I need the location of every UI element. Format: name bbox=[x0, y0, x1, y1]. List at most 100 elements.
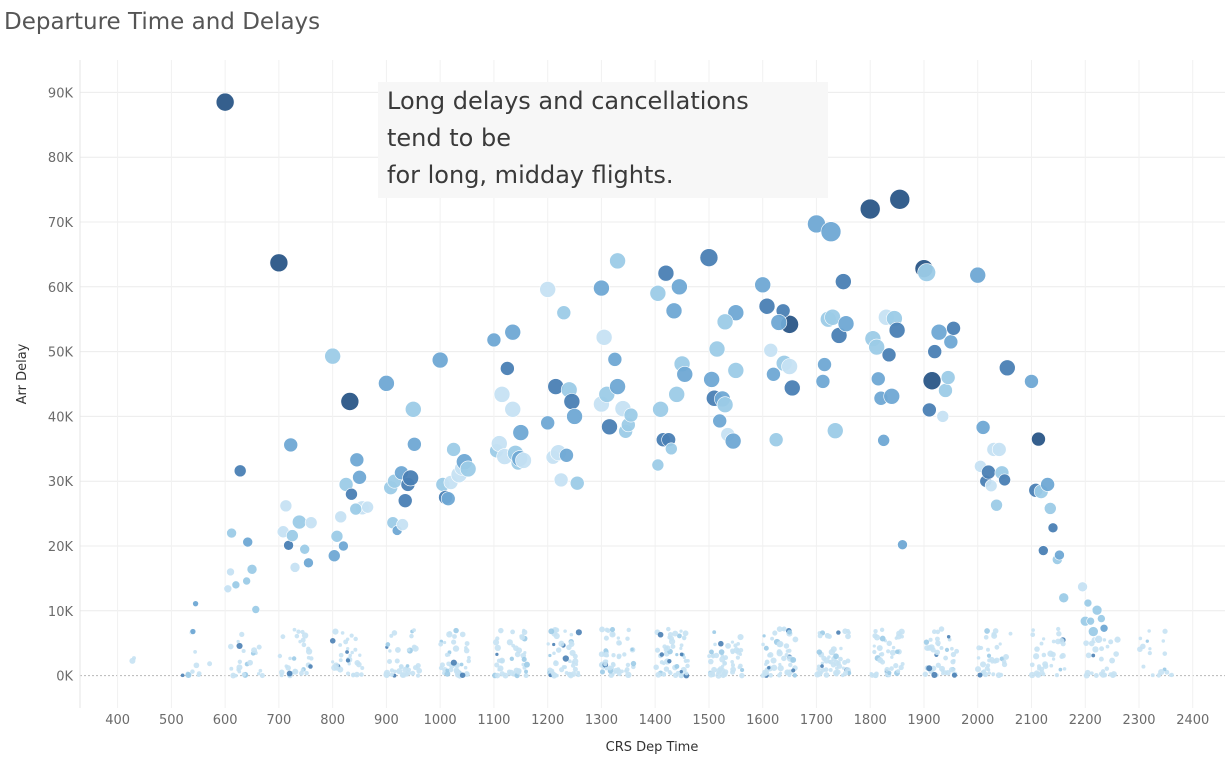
data-point bbox=[279, 499, 293, 513]
minor-point bbox=[572, 666, 578, 672]
minor-point bbox=[778, 662, 782, 667]
minor-point bbox=[459, 662, 464, 667]
data-point bbox=[770, 314, 788, 331]
minor-point bbox=[415, 673, 421, 678]
minor-point bbox=[571, 660, 575, 665]
minor-point bbox=[730, 648, 735, 654]
minor-point bbox=[730, 660, 734, 664]
x-tick-label: 2200 bbox=[1069, 713, 1102, 728]
minor-point bbox=[306, 655, 311, 660]
minor-point bbox=[874, 671, 879, 677]
minor-point bbox=[781, 655, 787, 662]
minor-point bbox=[564, 671, 569, 675]
minor-point bbox=[558, 640, 565, 647]
minor-point bbox=[984, 628, 990, 634]
minor-point bbox=[301, 632, 309, 639]
y-axis-title: Arr Delay bbox=[15, 343, 30, 404]
minor-point bbox=[718, 649, 725, 655]
minor-point bbox=[1093, 673, 1099, 678]
minor-point bbox=[991, 672, 996, 677]
minor-point bbox=[709, 649, 714, 655]
minor-point bbox=[880, 659, 886, 665]
minor-point bbox=[611, 653, 616, 658]
minor-point bbox=[823, 657, 830, 664]
minor-point bbox=[459, 631, 466, 638]
minor-point bbox=[1042, 663, 1049, 669]
minor-point bbox=[338, 652, 344, 658]
minor-point bbox=[820, 661, 825, 665]
minor-point bbox=[345, 637, 350, 641]
minor-point bbox=[502, 672, 509, 679]
data-point bbox=[512, 424, 530, 441]
minor-point bbox=[672, 630, 679, 637]
minor-point bbox=[616, 653, 622, 659]
data-point bbox=[835, 273, 852, 290]
data-point bbox=[1087, 626, 1099, 637]
minor-point bbox=[563, 629, 567, 633]
minor-point bbox=[513, 667, 520, 674]
minor-point bbox=[1110, 671, 1117, 678]
minor-point bbox=[251, 647, 258, 654]
minor-point bbox=[816, 664, 821, 669]
data-point bbox=[1047, 522, 1059, 534]
minor-point bbox=[448, 631, 452, 635]
data-point bbox=[251, 605, 261, 614]
data-points bbox=[129, 92, 1174, 679]
x-tick-label: 1300 bbox=[585, 713, 618, 728]
minor-point bbox=[239, 631, 245, 637]
data-point bbox=[303, 557, 314, 569]
minor-point bbox=[552, 671, 556, 675]
minor-point bbox=[514, 651, 521, 658]
x-tick-label: 1700 bbox=[800, 713, 833, 728]
data-point bbox=[292, 514, 307, 530]
minor-point bbox=[1029, 671, 1036, 679]
minor-point bbox=[338, 658, 343, 663]
minor-point bbox=[552, 642, 556, 647]
minor-point bbox=[609, 627, 616, 633]
minor-point bbox=[711, 671, 716, 676]
minor-point bbox=[345, 650, 349, 654]
minor-point bbox=[1109, 657, 1116, 664]
minor-point bbox=[280, 634, 286, 640]
data-point bbox=[593, 279, 610, 297]
data-point bbox=[889, 189, 911, 210]
minor-point bbox=[939, 645, 944, 650]
x-tick-label: 1500 bbox=[692, 713, 725, 728]
x-tick-label: 400 bbox=[105, 713, 130, 728]
data-point bbox=[493, 386, 511, 403]
minor-point bbox=[459, 672, 466, 678]
minor-point bbox=[991, 632, 998, 639]
data-point bbox=[349, 452, 365, 468]
minor-point bbox=[895, 633, 902, 640]
minor-point bbox=[613, 669, 618, 674]
minor-point bbox=[986, 647, 990, 652]
data-point bbox=[998, 359, 1016, 377]
data-point bbox=[1054, 549, 1065, 561]
minor-point bbox=[236, 639, 240, 644]
data-point bbox=[870, 371, 886, 387]
data-point bbox=[215, 92, 235, 112]
minor-point bbox=[718, 667, 726, 674]
minor-point bbox=[438, 665, 444, 671]
minor-point bbox=[308, 664, 313, 669]
minor-point bbox=[783, 643, 790, 649]
data-point bbox=[754, 276, 771, 294]
minor-point bbox=[712, 630, 717, 635]
minor-point bbox=[193, 650, 197, 654]
data-point bbox=[676, 365, 694, 383]
minor-point bbox=[358, 653, 362, 657]
minor-point bbox=[1083, 640, 1089, 647]
minor-point bbox=[554, 627, 560, 633]
minor-point bbox=[409, 633, 414, 639]
annotation-line-1: Long delays and cancellations bbox=[387, 87, 749, 115]
minor-point bbox=[451, 639, 457, 645]
minor-point bbox=[494, 662, 500, 668]
data-point bbox=[459, 460, 477, 478]
minor-point bbox=[873, 629, 878, 634]
minor-point bbox=[833, 653, 839, 660]
minor-point bbox=[386, 658, 392, 664]
data-point bbox=[668, 386, 685, 403]
minor-point bbox=[681, 635, 687, 641]
data-point bbox=[396, 518, 409, 531]
minor-point bbox=[838, 656, 843, 662]
